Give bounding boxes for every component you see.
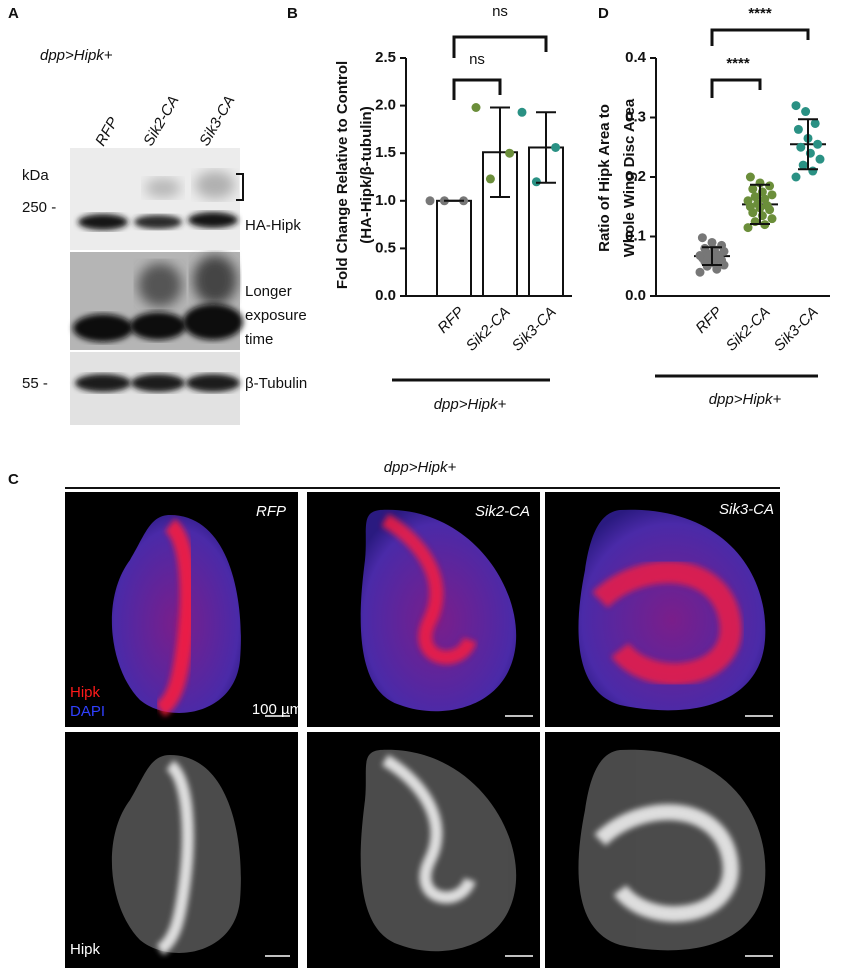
data-point — [813, 139, 823, 149]
band-label: Longer — [245, 283, 292, 300]
x-tick-label: Sik2-CA — [463, 304, 514, 355]
data-point — [801, 107, 811, 117]
data-point — [485, 174, 495, 184]
x-tick-label: RFP — [434, 304, 467, 337]
data-point — [791, 101, 801, 111]
data-point — [517, 107, 527, 117]
group-label: dpp>Hipk+ — [434, 396, 507, 413]
significance-label: **** — [748, 5, 772, 22]
column-label: Sik3-CA — [719, 501, 774, 518]
y-tick-label: 0.0 — [625, 287, 646, 304]
data-point — [767, 190, 777, 200]
bracket — [236, 173, 244, 201]
data-point — [695, 251, 705, 261]
y-axis-label: Ratio of Hipk Area to — [596, 104, 613, 252]
genotype: dpp>Hipk+ — [40, 47, 113, 64]
data-point — [750, 192, 760, 202]
marker-label: 55 - — [22, 375, 48, 392]
error-bar — [490, 106, 510, 198]
band-label: HA-Hipk — [245, 217, 301, 234]
stain-label: DAPI — [70, 703, 105, 720]
x-tick-label: RFP — [692, 304, 725, 337]
y-axis-label: Whole Wing Disc Area — [621, 98, 638, 257]
data-point — [765, 181, 775, 191]
x-tick-label: Sik3-CA — [509, 304, 560, 355]
lane-label: Sik2-CA — [140, 93, 182, 149]
data-point — [796, 142, 806, 152]
y-axis-label: (HA-Hipk/β-tubulin) — [358, 106, 375, 243]
column-label: RFP — [256, 503, 286, 520]
data-point — [695, 267, 705, 277]
data-point — [745, 172, 755, 182]
scale-label: 100 µm — [252, 701, 302, 718]
data-point — [815, 154, 825, 164]
data-point — [717, 240, 727, 250]
data-point — [767, 214, 777, 224]
data-point — [793, 124, 803, 134]
band-label: time — [245, 331, 273, 348]
error-bar — [536, 111, 556, 184]
y-tick-label: 0.2 — [625, 168, 646, 185]
data-point — [505, 148, 515, 158]
data-point — [707, 237, 717, 247]
blot-middle — [70, 252, 243, 350]
data-point — [551, 142, 561, 152]
y-tick-label: 0.5 — [375, 239, 396, 256]
stain-label: Hipk — [70, 941, 101, 958]
y-tick-label: 0.1 — [625, 227, 646, 244]
data-point — [760, 194, 770, 204]
lane-label: RFP — [92, 115, 122, 149]
y-tick-label: 0.0 — [375, 287, 396, 304]
data-point — [810, 118, 820, 128]
micrographs — [65, 492, 780, 968]
significance-bracket — [710, 78, 762, 98]
band-label: exposure — [245, 307, 307, 324]
y-tick-label: 2.5 — [375, 49, 396, 66]
stain-label: Hipk — [70, 684, 101, 701]
group-label: dpp>Hipk+ — [709, 391, 782, 408]
y-tick-label: 1.5 — [375, 144, 396, 161]
significance-bracket — [452, 78, 502, 100]
panel-letter: B — [287, 5, 298, 22]
data-point — [798, 160, 808, 170]
y-tick-label: 1.0 — [375, 192, 396, 209]
error-bar — [798, 118, 818, 171]
x-tick-label: Sik2-CA — [723, 304, 774, 355]
data-point — [700, 243, 710, 253]
data-point — [425, 196, 435, 206]
lane-label: Sik3-CA — [196, 93, 238, 149]
significance-bracket — [452, 35, 548, 58]
marker-label: 250 - — [22, 199, 56, 216]
blot-top — [70, 148, 240, 250]
panel-letter: D — [598, 5, 609, 22]
data-point — [791, 172, 801, 182]
panel-letter: C — [8, 471, 19, 488]
data-point — [743, 223, 753, 233]
x-tick-label: Sik3-CA — [771, 304, 822, 355]
y-tick-label: 2.0 — [375, 97, 396, 114]
data-point — [808, 166, 818, 176]
blot-bottom — [70, 352, 240, 425]
y-axis-label: Fold Change Relative to Control — [334, 61, 351, 289]
genotype: dpp>Hipk+ — [384, 459, 457, 476]
bar — [436, 199, 472, 297]
band-label: β-Tubulin — [245, 375, 307, 392]
error-bar — [702, 246, 722, 267]
data-point — [743, 196, 753, 206]
panel-letter: A — [8, 5, 19, 22]
data-point — [748, 184, 758, 194]
error-bar — [750, 183, 770, 226]
significance-bracket — [710, 28, 810, 46]
kda-label: kDa — [22, 167, 49, 184]
significance-label: ns — [492, 3, 508, 20]
column-label: Sik2-CA — [475, 503, 530, 520]
data-point — [471, 103, 481, 113]
y-tick-label: 0.3 — [625, 108, 646, 125]
y-tick-label: 0.4 — [625, 49, 647, 66]
significance-label: ns — [469, 51, 485, 68]
data-point — [697, 233, 707, 243]
significance-label: **** — [726, 55, 750, 72]
